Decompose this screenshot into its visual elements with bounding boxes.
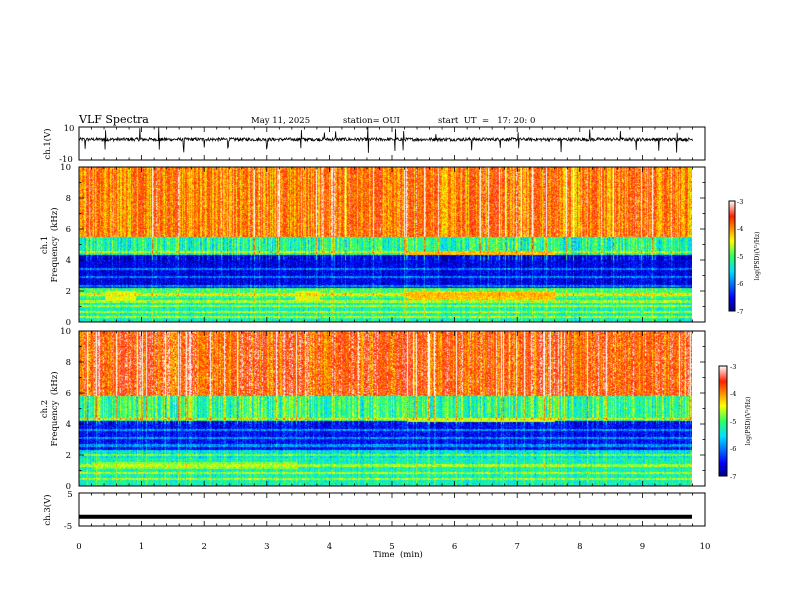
ch2-freq-tick-8: 8 <box>66 358 71 368</box>
ch1-waveform-ylabel: ch.1(V) <box>42 128 53 159</box>
time-tick-4: 4 <box>327 542 332 552</box>
ch2-spectrogram-image <box>79 331 692 486</box>
ch1-colorbar-tick-m5: -5 <box>737 253 743 261</box>
ch1-trace <box>78 127 693 153</box>
ch2-colorbar-gradient <box>719 366 727 476</box>
figure-title: VLF Spectra <box>78 113 149 126</box>
ch1-colorbar-tick-m4: -4 <box>737 225 743 233</box>
ch1-waveform-panel: 10 -10 ch.1(V) <box>42 124 706 165</box>
ch2-colorbar-tick-m5: -5 <box>730 418 736 426</box>
ch2-frequency-label: Frequency (kHz) <box>49 371 60 446</box>
ch2-freq-tick-10: 10 <box>60 327 71 337</box>
ch1-colorbar-tick-m6: -6 <box>737 280 743 288</box>
ch3-ytick-top: 5 <box>67 490 72 500</box>
ch1-freq-tick-0: 0 <box>66 318 71 328</box>
ch3-x-ticks <box>78 493 706 526</box>
ch1-colorbar-label: log(PSD)(V²/Hz) <box>754 232 761 281</box>
ch3-ytick-bottom: -5 <box>64 522 72 532</box>
start-time-label: start UT = 17: 20: 0 <box>438 116 535 126</box>
ch3-waveform-panel: 5 -5 ch.3(V) <box>42 490 706 532</box>
ch1-freq-tick-10: 10 <box>60 163 71 173</box>
time-tick-5: 5 <box>389 542 394 552</box>
time-axis: 0 1 2 3 4 5 6 7 8 9 10 Time (min) <box>76 542 710 560</box>
time-tick-2: 2 <box>201 542 206 552</box>
time-axis-label: Time (min) <box>373 549 423 560</box>
ch1-ytick-top: 10 <box>64 124 75 134</box>
ch2-freq-tick-0: 0 <box>66 482 71 492</box>
ch2-freq-tick-6: 6 <box>66 389 71 399</box>
ch1-freq-tick-2: 2 <box>66 287 71 297</box>
ch2-colorbar-tick-m6: -6 <box>730 445 736 453</box>
ch1-frequency-label: Frequency (kHz) <box>49 207 60 282</box>
time-tick-1: 1 <box>139 542 144 552</box>
ch2-spectrogram-ticks <box>78 330 706 487</box>
ch2-colorbar-tick-m3: -3 <box>730 363 736 371</box>
time-tick-7: 7 <box>514 542 519 552</box>
ch1-spectrogram-ticks <box>78 166 706 323</box>
ch2-colorbar-tick-m7: -7 <box>730 473 736 481</box>
ch1-x-ticks <box>78 127 706 160</box>
ch1-ytick-bottom: -10 <box>59 155 73 165</box>
ch1-colorbar-tick-m3: -3 <box>737 198 743 206</box>
station-label: station= OUI <box>343 116 400 126</box>
time-tick-8: 8 <box>577 542 582 552</box>
ch1-spectrogram-panel: 0 2 4 6 8 10 ch.1 Frequency (kHz) <box>40 163 706 328</box>
ch1-colorbar-tick-m7: -7 <box>737 308 743 316</box>
ch2-freq-tick-4: 4 <box>66 420 71 430</box>
time-tick-9: 9 <box>640 542 645 552</box>
time-tick-0: 0 <box>76 542 81 552</box>
ch2-freq-tick-2: 2 <box>66 451 71 461</box>
ch2-colorbar: -3 -4 -5 -6 -7 log(PSD)(V²/Hz) <box>718 363 752 481</box>
ch1-colorbar: -3 -4 -5 -6 -7 log(PSD)(V²/Hz) <box>728 198 761 316</box>
ch1-spectrogram-image <box>79 167 692 322</box>
ch2-colorbar-label: log(PSD)(V²/Hz) <box>745 397 752 446</box>
ch1-freq-tick-8: 8 <box>66 194 71 204</box>
ch1-waveform-line <box>78 127 693 153</box>
ch1-colorbar-gradient <box>729 201 735 311</box>
ch2-channel-label: ch.2 <box>40 400 50 418</box>
ch2-colorbar-tick-m4: -4 <box>730 390 736 398</box>
ch2-spectrogram-panel: 0 2 4 6 8 10 ch.2 Frequency (kHz) <box>40 327 706 492</box>
time-tick-6: 6 <box>452 542 457 552</box>
ch1-freq-tick-6: 6 <box>66 225 71 235</box>
date-label: May 11, 2025 <box>251 116 310 126</box>
time-tick-10: 10 <box>700 542 711 552</box>
time-tick-3: 3 <box>264 542 269 552</box>
ch1-channel-label: ch.1 <box>40 236 50 254</box>
ch1-freq-tick-4: 4 <box>66 256 71 266</box>
ch3-waveform-ylabel: ch.3(V) <box>42 494 53 525</box>
